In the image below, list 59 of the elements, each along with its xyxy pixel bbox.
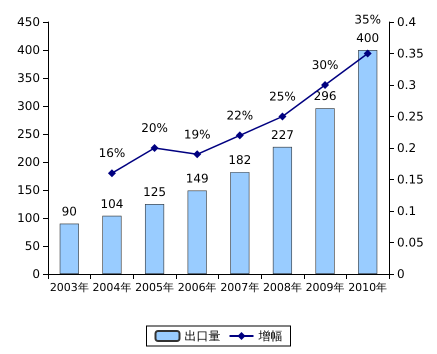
data-label: 227: [270, 128, 294, 142]
data-label: 16%: [98, 146, 126, 160]
y-tick-label: 350: [17, 71, 40, 85]
y-tick-label: 150: [17, 183, 40, 197]
bar: [102, 216, 122, 274]
y-tick-label: 300: [17, 99, 40, 113]
bar: [230, 172, 250, 274]
y2-tick-label: 0.05: [397, 236, 424, 250]
point: [278, 112, 286, 120]
data-label: 90: [62, 204, 77, 219]
y2-tick-label: 0.1: [397, 204, 416, 218]
x-tick-label: 2005年: [135, 281, 174, 294]
x-tick-label: 2006年: [178, 281, 217, 294]
y-tick-label: 200: [17, 155, 40, 169]
data-label: 22%: [226, 108, 254, 122]
y2-tick-label: 0.4: [397, 15, 416, 29]
data-label: 400: [356, 31, 380, 45]
x-tick-label: 2004年: [92, 281, 132, 294]
point: [364, 50, 372, 58]
bar: [315, 108, 335, 274]
bar: [358, 50, 378, 274]
y-tick-label: 400: [17, 43, 40, 57]
data-label: 19%: [184, 127, 211, 142]
y2-tick-label: 0.15: [397, 172, 424, 186]
data-label: 104: [100, 196, 124, 211]
legend-label: 出口量: [184, 329, 220, 343]
data-label: 125: [143, 185, 166, 199]
legend-label: 增幅: [258, 329, 282, 343]
x-tick-label: 2009年: [306, 281, 345, 294]
data-label: 30%: [312, 58, 338, 72]
data-label: 20%: [141, 121, 168, 135]
y-tick-label: 50: [24, 239, 40, 253]
y-tick-label: 0: [32, 267, 40, 281]
y2-tick-label: 0.25: [397, 110, 424, 124]
x-tick-label: 2003年: [50, 281, 89, 294]
y2-tick-label: 0.3: [397, 78, 416, 92]
point: [236, 131, 244, 140]
x-tick-label: 2010年: [348, 281, 388, 294]
point: [193, 150, 202, 158]
y-tick-label: 100: [17, 211, 40, 225]
point: [150, 144, 159, 152]
bar: [188, 190, 207, 274]
x-tick-label: 2008年: [262, 281, 302, 294]
y-tick-label: 450: [17, 15, 40, 29]
data-label: 25%: [269, 90, 296, 104]
bar: [272, 146, 292, 274]
y2-tick-label: 0: [397, 267, 405, 281]
y2-tick-label: 0.35: [397, 46, 424, 60]
bar: [60, 224, 79, 274]
x-tick-label: 2007年: [220, 281, 260, 294]
data-label: 35%: [354, 12, 382, 26]
y-tick-label: 250: [17, 127, 40, 141]
point: [321, 81, 330, 89]
bar: [144, 204, 164, 274]
point: [108, 169, 116, 178]
y2-tick-label: 0.2: [397, 141, 416, 155]
data-label: 296: [314, 89, 337, 104]
data-label: 182: [228, 153, 252, 168]
data-label: 149: [186, 172, 209, 186]
